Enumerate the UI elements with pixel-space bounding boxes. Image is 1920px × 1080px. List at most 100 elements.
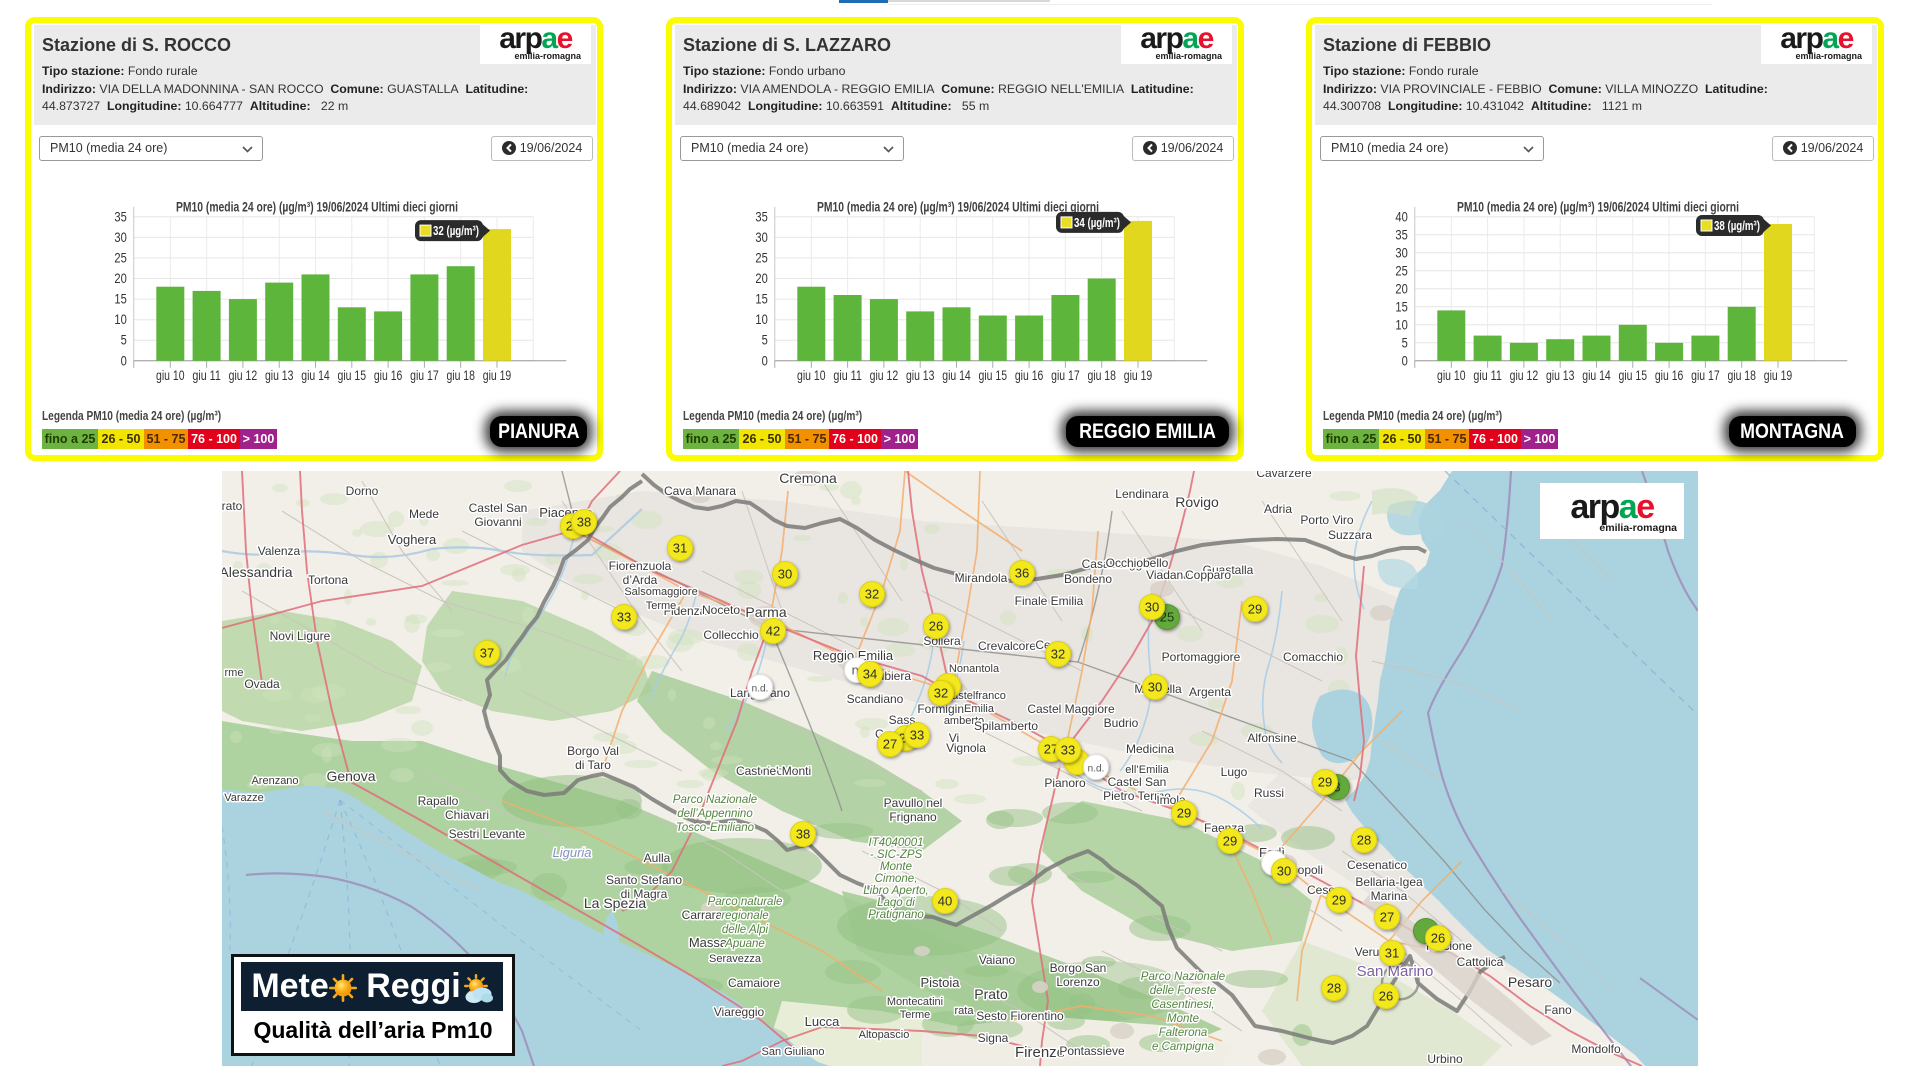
svg-text:giu 16: giu 16: [1655, 368, 1684, 383]
svg-text:Apuane: Apuane: [724, 938, 765, 950]
svg-text:n.d.: n.d.: [752, 684, 769, 695]
svg-text:arpae: arpae: [1570, 488, 1654, 526]
svg-text:Cava Manara: Cava Manara: [664, 484, 736, 498]
svg-text:Voghera: Voghera: [388, 532, 437, 547]
svg-text:27: 27: [1044, 742, 1058, 757]
svg-text:Alessandria: Alessandria: [222, 564, 293, 580]
svg-text:Castel San: Castel San: [469, 501, 528, 515]
svg-text:Terme: Terme: [900, 1009, 931, 1021]
svg-text:giu 16: giu 16: [374, 368, 403, 383]
svg-text:giu 13: giu 13: [1546, 368, 1575, 383]
svg-text:giu 12: giu 12: [1510, 368, 1539, 383]
svg-text:Falterona: Falterona: [1159, 1027, 1208, 1039]
svg-text:Lago di: Lago di: [877, 897, 915, 909]
svg-text:PM10 (media 24 ore) (µg/m³) 19: PM10 (media 24 ore) (µg/m³) 19/06/2024 U…: [176, 200, 458, 215]
svg-text:32: 32: [865, 587, 879, 602]
svg-text:Fano: Fano: [1544, 1003, 1572, 1017]
svg-text:e Campigna: e Campigna: [1152, 1041, 1214, 1053]
svg-text:38: 38: [796, 827, 810, 842]
svg-text:15: 15: [1395, 299, 1407, 314]
svg-text:delle Foreste: delle Foreste: [1150, 985, 1216, 997]
svg-text:38: 38: [577, 515, 591, 530]
svg-text:PM10 (media 24 ore) (µg/m³) 19: PM10 (media 24 ore) (µg/m³) 19/06/2024 U…: [817, 200, 1099, 215]
svg-text:Tosco-Emiliano: Tosco-Emiliano: [676, 822, 755, 834]
svg-text:Budrio: Budrio: [1104, 716, 1139, 730]
svg-text:Cattolica: Cattolica: [1457, 955, 1504, 969]
svg-text:Sass: Sass: [889, 713, 916, 727]
svg-text:ne' Monti: ne' Monti: [763, 764, 811, 778]
svg-text:di Magra: di Magra: [621, 887, 668, 901]
svg-text:30: 30: [1148, 680, 1162, 695]
svg-text:giu 19: giu 19: [1764, 368, 1793, 383]
svg-text:Russi: Russi: [1254, 786, 1284, 800]
svg-text:37: 37: [480, 646, 494, 661]
svg-text:IT4040001: IT4040001: [869, 837, 924, 849]
svg-text:25: 25: [1395, 263, 1407, 278]
svg-text:Parco Nazionale: Parco Nazionale: [673, 794, 757, 806]
svg-text:29: 29: [1177, 806, 1191, 821]
svg-text:Liguria: Liguria: [552, 845, 591, 860]
svg-text:Casentinesi,: Casentinesi,: [1151, 999, 1214, 1011]
svg-text:giu 11: giu 11: [833, 368, 862, 383]
svg-text:20: 20: [755, 271, 767, 286]
svg-text:Castel San: Castel San: [1108, 775, 1167, 789]
svg-text:giu 10: giu 10: [797, 368, 826, 383]
svg-text:rrato: rrato: [222, 499, 243, 513]
svg-text:San Marino: San Marino: [1357, 963, 1434, 980]
svg-text:Crevalcore: Crevalcore: [978, 639, 1036, 653]
svg-text:29: 29: [1223, 834, 1237, 849]
svg-text:29: 29: [1248, 602, 1262, 617]
svg-text:30: 30: [1145, 600, 1159, 615]
svg-text:20: 20: [114, 271, 126, 286]
svg-text:10: 10: [1395, 317, 1407, 332]
svg-text:Finale Emilia: Finale Emilia: [1015, 594, 1084, 608]
svg-text:giu 17: giu 17: [1691, 368, 1720, 383]
svg-text:Argenta: Argenta: [1189, 685, 1231, 699]
svg-text:27: 27: [1380, 910, 1394, 925]
svg-text:Guastalla: Guastalla: [1203, 563, 1254, 577]
svg-text:Pesaro: Pesaro: [1508, 974, 1553, 990]
svg-text:giu 19: giu 19: [1124, 368, 1153, 383]
svg-text:Parco naturale: Parco naturale: [708, 896, 783, 908]
svg-text:d’Arda: d’Arda: [623, 573, 658, 587]
svg-text:giu 12: giu 12: [870, 368, 899, 383]
svg-text:giu 19: giu 19: [483, 368, 512, 383]
svg-text:Alfonsine: Alfonsine: [1247, 731, 1297, 745]
svg-text:Medicina: Medicina: [1126, 742, 1174, 756]
svg-text:Portomaggiore: Portomaggiore: [1162, 650, 1241, 664]
svg-text:5: 5: [1402, 335, 1408, 350]
svg-text:Cimone,: Cimone,: [875, 873, 918, 885]
svg-text:15: 15: [114, 292, 126, 307]
svg-text:giu 11: giu 11: [192, 368, 221, 383]
svg-text:Aulla: Aulla: [644, 851, 671, 865]
svg-text:32: 32: [1051, 647, 1065, 662]
svg-text:Montecatini: Montecatini: [887, 996, 943, 1008]
svg-text:38 (µg/m³): 38 (µg/m³): [1714, 219, 1760, 233]
svg-text:Nonantola: Nonantola: [949, 663, 1000, 675]
svg-text:Casalmaggiore: Casalmaggiore: [1082, 557, 1163, 571]
svg-text:40: 40: [938, 894, 952, 909]
svg-text:Altopascio: Altopascio: [859, 1029, 910, 1041]
svg-text:Castelnovo: Castelnovo: [736, 764, 796, 778]
svg-text:30: 30: [1395, 245, 1407, 260]
svg-text:Tortona: Tortona: [308, 573, 348, 587]
svg-text:giu 10: giu 10: [156, 368, 185, 383]
svg-text:Monte: Monte: [880, 861, 912, 873]
svg-text:Veru: Veru: [1355, 945, 1380, 959]
svg-text:rata: rata: [955, 1005, 975, 1017]
svg-text:Vaiano: Vaiano: [979, 953, 1016, 967]
svg-text:Vignola: Vignola: [946, 741, 986, 755]
svg-text:- SIC-ZPS: - SIC-ZPS: [870, 849, 923, 861]
svg-text:Salsomaggiore: Salsomaggiore: [624, 586, 697, 598]
svg-text:Firenze: Firenze: [1015, 1044, 1065, 1061]
svg-text:giu 18: giu 18: [1087, 368, 1116, 383]
svg-text:giu 12: giu 12: [229, 368, 258, 383]
svg-text:Borgo San: Borgo San: [1050, 961, 1107, 975]
svg-text:29: 29: [1318, 775, 1332, 790]
svg-text:Reggio Emilia: Reggio Emilia: [813, 648, 894, 663]
svg-text:33: 33: [617, 610, 631, 625]
svg-text:giu 15: giu 15: [1619, 368, 1648, 383]
svg-text:Arenzano: Arenzano: [251, 775, 298, 787]
svg-text:31: 31: [673, 541, 687, 556]
svg-text:29: 29: [1332, 893, 1346, 908]
